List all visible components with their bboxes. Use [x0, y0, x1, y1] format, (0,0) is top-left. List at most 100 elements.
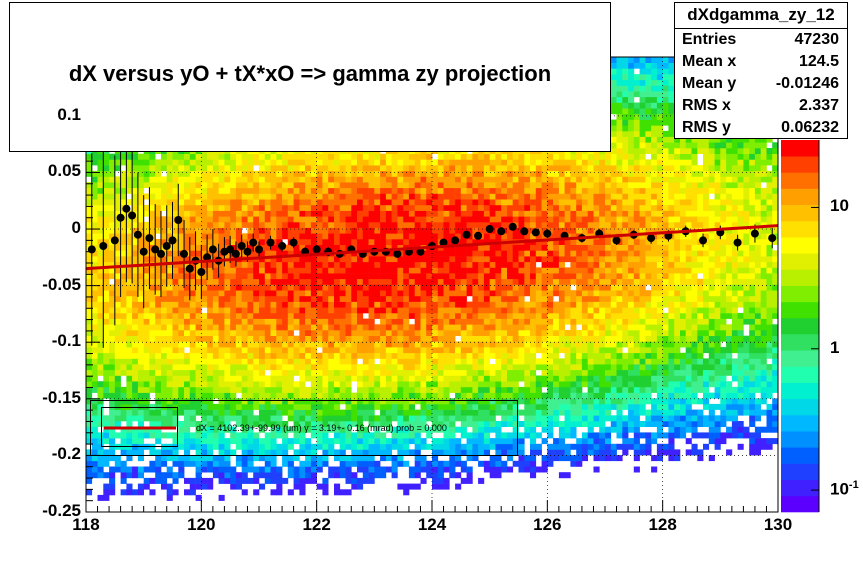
- heatmap-cell: [397, 176, 404, 183]
- heatmap-cell: [184, 301, 191, 308]
- heatmap-cell: [339, 352, 346, 359]
- heatmap-cell: [195, 301, 202, 308]
- heatmap-cell: [166, 278, 173, 285]
- heatmap-cell: [230, 415, 237, 422]
- heatmap-cell: [397, 301, 404, 308]
- heatmap-cell: [460, 261, 467, 268]
- heatmap-cell: [397, 409, 404, 416]
- heatmap-cell: [397, 369, 404, 376]
- heatmap-cell: [103, 341, 110, 348]
- heatmap-cell: [230, 347, 237, 354]
- heatmap-cell: [264, 176, 271, 183]
- heatmap-cell: [432, 386, 439, 393]
- heatmap-cell: [287, 210, 294, 217]
- heatmap-cell: [362, 358, 369, 365]
- heatmap-cell: [224, 170, 231, 177]
- heatmap-cell: [455, 307, 462, 314]
- heatmap-cell: [385, 421, 392, 427]
- heatmap-cell: [414, 239, 421, 245]
- heatmap-cell: [230, 352, 237, 359]
- heatmap-cell: [437, 318, 444, 325]
- heatmap-cell: [224, 284, 231, 291]
- heatmap-cell: [218, 375, 225, 382]
- heatmap-cell: [316, 352, 323, 359]
- heatmap-cell: [241, 415, 248, 422]
- heatmap-cell: [368, 170, 375, 177]
- heatmap-cell: [235, 312, 242, 319]
- heatmap-cell: [264, 182, 271, 189]
- heatmap-cell: [385, 165, 392, 172]
- heatmap-cell: [241, 221, 248, 228]
- heatmap-cell: [420, 381, 427, 388]
- heatmap-cell: [109, 290, 116, 297]
- heatmap-cell: [86, 421, 93, 427]
- heatmap-cell: [345, 153, 352, 160]
- heatmap-cell: [166, 182, 173, 189]
- heatmap-cell: [201, 398, 208, 405]
- heatmap-cell: [91, 472, 98, 479]
- heatmap-cell: [137, 210, 144, 217]
- heatmap-cell: [201, 187, 208, 194]
- heatmap-cell: [207, 273, 214, 280]
- heatmap-cell: [149, 301, 156, 308]
- heatmap-cell: [264, 403, 271, 410]
- heatmap-cell: [137, 324, 144, 331]
- heatmap-cell: [91, 216, 98, 223]
- heatmap-cell: [86, 170, 93, 177]
- heatmap-cell: [460, 477, 467, 484]
- heatmap-cell: [86, 449, 93, 456]
- heatmap-cell: [449, 227, 456, 234]
- heatmap-cell: [397, 233, 404, 240]
- heatmap-cell: [455, 318, 462, 325]
- heatmap-cell: [132, 335, 139, 342]
- heatmap-cell: [449, 415, 456, 422]
- heatmap-cell: [339, 330, 346, 336]
- heatmap-cell: [345, 267, 352, 274]
- heatmap-cell: [357, 204, 364, 211]
- heatmap-cell: [408, 364, 415, 371]
- heatmap-cell: [264, 216, 271, 223]
- heatmap-cell: [241, 290, 248, 297]
- heatmap-cell: [420, 466, 427, 473]
- heatmap-cell: [408, 221, 415, 228]
- heatmap-cell: [449, 278, 456, 285]
- heatmap-cell: [282, 335, 289, 342]
- heatmap-cell: [270, 335, 277, 342]
- heatmap-cell: [126, 221, 133, 228]
- heatmap-cell: [120, 398, 127, 405]
- heatmap-cell: [316, 455, 323, 462]
- heatmap-cell: [357, 335, 364, 342]
- heatmap-cell: [166, 250, 173, 257]
- heatmap-cell: [230, 307, 237, 314]
- heatmap-cell: [339, 438, 346, 445]
- heatmap-cell: [322, 170, 329, 177]
- heatmap-cell: [103, 438, 110, 445]
- heatmap-cell: [155, 438, 162, 445]
- heatmap-cell: [264, 352, 271, 359]
- heatmap-cell: [328, 466, 335, 473]
- heatmap-cell: [374, 443, 381, 450]
- heatmap-cell: [166, 210, 173, 217]
- heatmap-cell: [103, 227, 110, 234]
- heatmap-cell: [380, 347, 387, 354]
- heatmap-cell: [287, 170, 294, 177]
- heatmap-cell: [143, 318, 150, 325]
- heatmap-cell: [368, 472, 375, 479]
- heatmap-cell: [91, 261, 98, 268]
- heatmap-cell: [235, 409, 242, 416]
- heatmap-cell: [155, 227, 162, 234]
- heatmap-cell: [103, 335, 110, 342]
- heatmap-cell: [397, 312, 404, 319]
- heatmap-cell: [149, 489, 156, 496]
- heatmap-cell: [483, 239, 490, 245]
- heatmap-cell: [437, 460, 444, 467]
- heatmap-cell: [201, 386, 208, 393]
- heatmap-cell: [472, 176, 479, 183]
- heatmap-cell: [161, 295, 168, 302]
- heatmap-cell: [437, 210, 444, 217]
- heatmap-cell: [334, 426, 341, 433]
- heatmap-cell: [380, 153, 387, 160]
- heatmap-cell: [161, 477, 168, 484]
- heatmap-cell: [287, 364, 294, 371]
- heatmap-cell: [403, 369, 410, 376]
